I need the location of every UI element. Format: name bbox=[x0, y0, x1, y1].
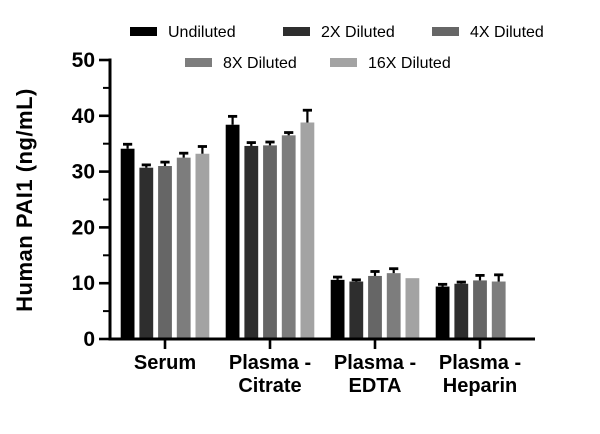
bar bbox=[244, 145, 259, 341]
bar bbox=[300, 122, 315, 341]
legend-label: 4X Diluted bbox=[470, 24, 544, 41]
y-tick-label: 50 bbox=[72, 49, 95, 72]
legend-swatch bbox=[432, 27, 459, 36]
x-group-label: Heparin bbox=[443, 375, 517, 397]
bar bbox=[158, 166, 172, 341]
legend-swatch bbox=[330, 58, 357, 67]
legend-label: 8X Diluted bbox=[223, 55, 297, 72]
bar bbox=[330, 279, 345, 341]
bar bbox=[281, 135, 296, 341]
legend-label: Undiluted bbox=[168, 24, 236, 41]
y-tick-label: 0 bbox=[83, 328, 95, 351]
legend-swatch bbox=[130, 27, 157, 36]
y-tick-label: 20 bbox=[72, 216, 95, 239]
legend-label: 16X Diluted bbox=[368, 55, 451, 72]
bar bbox=[139, 167, 154, 341]
legend-swatch bbox=[185, 58, 212, 67]
x-group-label: Serum bbox=[134, 352, 196, 374]
bar bbox=[491, 281, 506, 341]
y-axis-title: Human PAI1 (ng/mL) bbox=[12, 88, 37, 312]
bar bbox=[263, 145, 277, 341]
x-group-label: EDTA bbox=[349, 375, 402, 397]
bar bbox=[349, 281, 364, 341]
legend-label: 2X Diluted bbox=[321, 24, 395, 41]
bar bbox=[386, 273, 401, 341]
y-tick-label: 30 bbox=[72, 161, 95, 184]
x-group-label: Plasma - bbox=[334, 352, 416, 374]
y-tick-label: 40 bbox=[72, 105, 95, 128]
x-group-label: Citrate bbox=[238, 375, 301, 397]
y-tick-label: 10 bbox=[72, 272, 95, 295]
bar bbox=[405, 278, 420, 341]
x-group-label: Plasma - bbox=[439, 352, 521, 374]
legend-swatch bbox=[283, 27, 310, 36]
bar bbox=[368, 275, 382, 341]
bar bbox=[195, 153, 210, 341]
bar bbox=[225, 124, 240, 341]
bar bbox=[454, 283, 469, 341]
bar bbox=[120, 148, 135, 341]
x-group-label: Plasma - bbox=[229, 352, 311, 374]
bar bbox=[176, 157, 191, 341]
bar bbox=[435, 286, 450, 341]
bar bbox=[473, 280, 487, 341]
